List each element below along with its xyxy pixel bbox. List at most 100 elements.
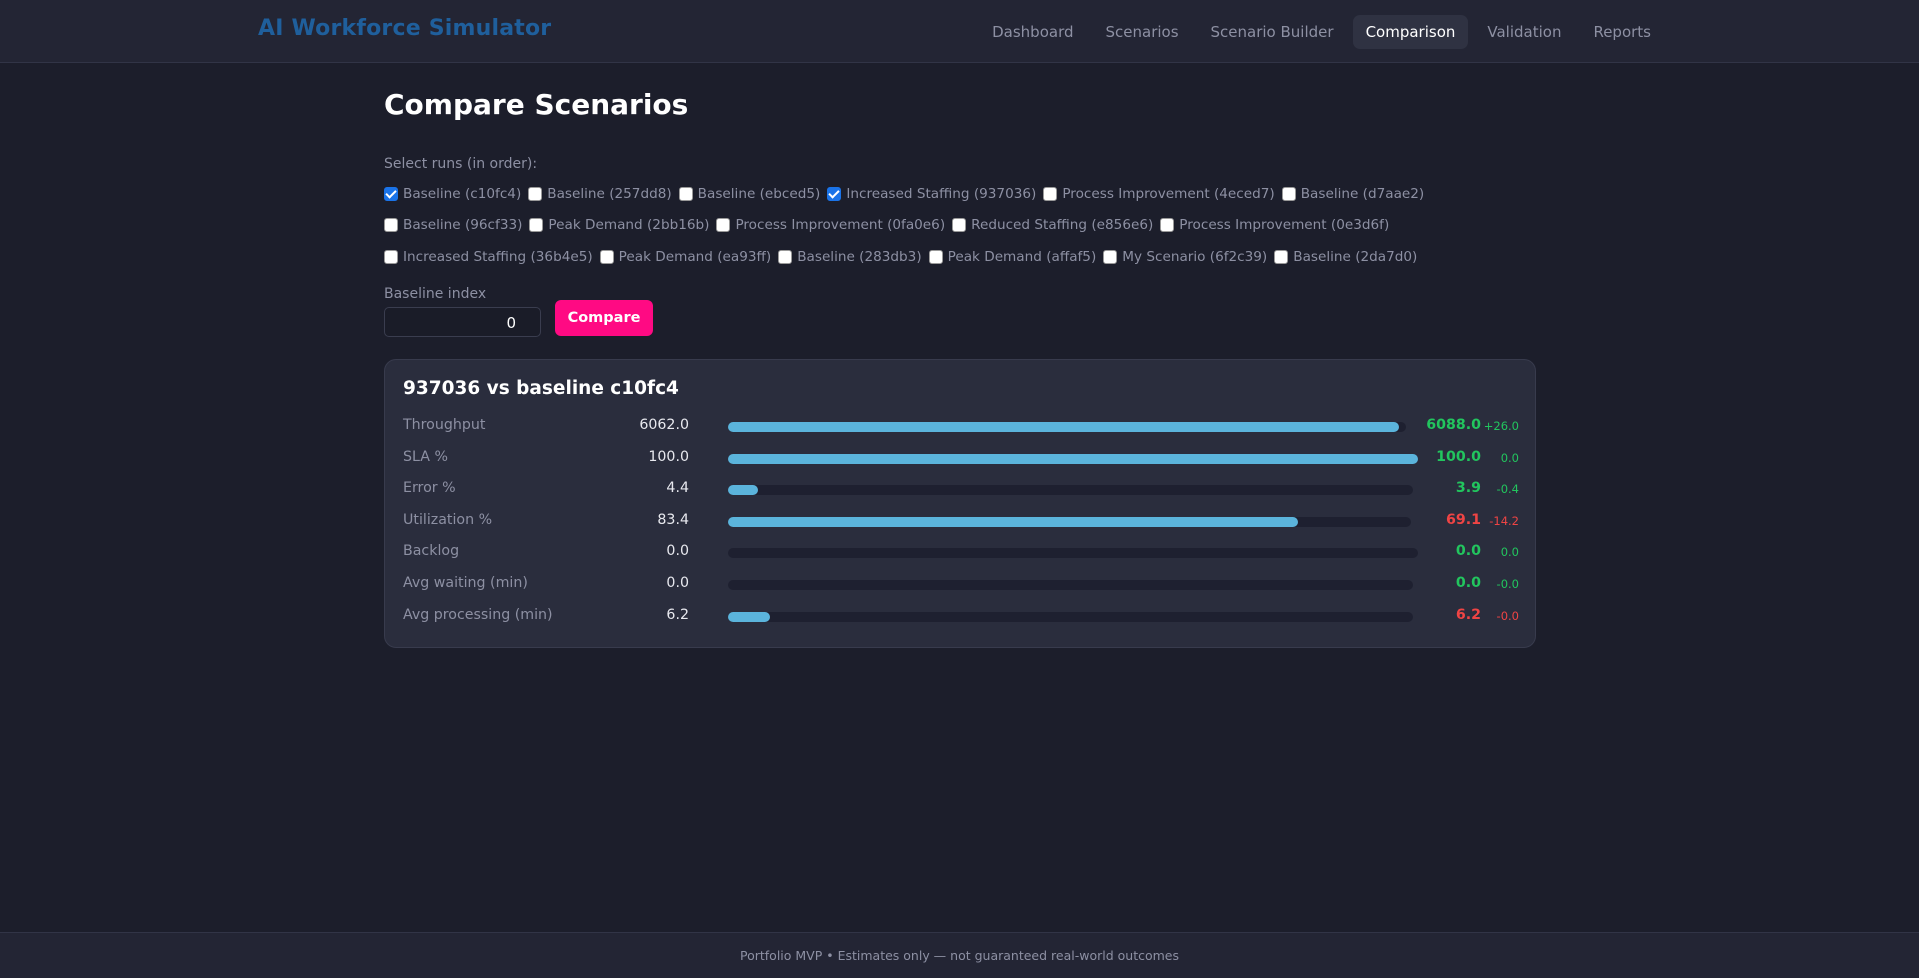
metric-scenario-value: 0.0: [1455, 575, 1481, 591]
run-label: Baseline (d7aae2): [1300, 185, 1425, 202]
nav-scenario-builder[interactable]: Scenario Builder: [1210, 23, 1334, 41]
run-label: Baseline (257dd8): [547, 185, 672, 202]
run-label: Process Improvement (0e3d6f): [1179, 217, 1390, 234]
metric-bar-track: [728, 422, 1406, 432]
run-label: Peak Demand (affaf5): [947, 248, 1097, 265]
nav-reports[interactable]: Reports: [1593, 23, 1651, 41]
run-option[interactable]: Peak Demand (affaf5): [928, 248, 1097, 265]
select-runs-label: Select runs (in order):: [384, 156, 538, 172]
metric-row: Utilization % 83.4 69.1 -14.2: [385, 511, 1537, 533]
metric-row: Backlog 0.0 0.0 0.0: [385, 542, 1537, 564]
metric-label: SLA %: [403, 448, 448, 465]
metric-scenario-value: 6.2: [1455, 606, 1481, 623]
nav-comparison[interactable]: Comparison: [1352, 15, 1469, 49]
metric-row: Avg waiting (min) 0.0 0.0 -0.0: [385, 574, 1537, 596]
run-option[interactable]: Increased Staffing (36b4e5): [384, 249, 593, 265]
run-option[interactable]: Baseline (2da7d0): [1274, 249, 1417, 265]
comparison-title: 937036 vs baseline c10fc4: [403, 378, 679, 399]
compare-button[interactable]: Compare: [555, 300, 653, 336]
run-label: Increased Staffing (937036): [846, 185, 1037, 202]
run-checkbox[interactable]: [827, 186, 842, 201]
run-checkbox[interactable]: [529, 218, 544, 233]
metric-delta: 0.0: [1500, 545, 1519, 560]
run-row: Baseline (c10fc4) Baseline (257dd8) Baseli…: [384, 178, 1534, 210]
run-row: Baseline (96cf33) Peak Demand (2bb16b) Pro…: [384, 210, 1534, 242]
metric-label: Utilization %: [403, 511, 493, 528]
comparison-card: 937036 vs baseline c10fc4 Throughput 6062…: [384, 359, 1536, 648]
run-option[interactable]: Baseline (ebced5): [678, 185, 821, 202]
run-checkbox[interactable]: [1281, 186, 1296, 201]
nav-validation[interactable]: Validation: [1487, 23, 1562, 41]
metric-bar-fill: [728, 485, 759, 496]
run-checkbox[interactable]: [528, 186, 543, 201]
metric-label: Avg processing (min): [403, 606, 553, 623]
run-option[interactable]: Baseline (96cf33): [384, 217, 522, 233]
run-checkbox[interactable]: [928, 249, 943, 264]
metric-bar-track: [728, 453, 1418, 464]
run-option[interactable]: Baseline (257dd8): [528, 185, 672, 202]
metric-label: Avg waiting (min): [403, 575, 528, 591]
metric-bar-track: [728, 611, 1413, 622]
baseline-index-label: Baseline index: [384, 286, 487, 302]
metric-baseline-value: 4.4: [666, 480, 689, 497]
run-option[interactable]: Process Improvement (0fa0e6): [716, 217, 945, 233]
metric-scenario-value: 69.1: [1445, 511, 1481, 528]
run-checkbox[interactable]: [384, 186, 398, 201]
run-option[interactable]: Baseline (c10fc4): [384, 186, 521, 202]
run-checkbox[interactable]: [1160, 218, 1175, 233]
metric-delta: 0.0: [1500, 450, 1519, 465]
metric-row: Avg processing (min) 6.2 6.2 -0.0: [385, 606, 1537, 628]
metric-baseline-value: 0.0: [666, 543, 689, 560]
run-label: Reduced Staffing (e856e6): [971, 217, 1154, 234]
main-content: Compare Scenarios Select runs (in order)…: [384, 88, 1536, 648]
run-label: Baseline (283db3): [797, 248, 922, 265]
run-option[interactable]: Peak Demand (2bb16b): [529, 217, 709, 233]
run-option[interactable]: Process Improvement (0e3d6f): [1160, 217, 1389, 233]
run-label: Process Improvement (0fa0e6): [735, 217, 946, 234]
run-option[interactable]: Baseline (283db3): [778, 248, 922, 265]
run-label: Process Improvement (4eced7): [1062, 185, 1275, 202]
run-label: Baseline (ebced5): [697, 185, 821, 202]
run-option[interactable]: Reduced Staffing (e856e6): [952, 217, 1153, 233]
run-option[interactable]: Peak Demand (ea93ff): [599, 249, 771, 265]
run-checkbox[interactable]: [1103, 249, 1118, 264]
metric-scenario-value: 6088.0: [1426, 417, 1481, 433]
run-checkbox[interactable]: [1274, 249, 1289, 264]
run-checkbox[interactable]: [599, 249, 614, 264]
metric-delta: +26.0: [1483, 419, 1519, 433]
metric-baseline-value: 6062.0: [639, 417, 689, 433]
metric-scenario-value: 0.0: [1455, 543, 1481, 560]
metric-bar-track: [728, 485, 1413, 496]
top-bar: AI Workforce Simulator Dashboard Scenari…: [0, 0, 1919, 63]
run-option[interactable]: Baseline (d7aae2): [1281, 185, 1425, 202]
metric-scenario-value: 3.9: [1455, 480, 1481, 497]
metric-delta: -0.0: [1496, 577, 1519, 591]
baseline-index-input[interactable]: 0: [384, 307, 541, 337]
metric-baseline-value: 83.4: [657, 511, 689, 528]
nav-scenarios[interactable]: Scenarios: [1105, 23, 1179, 41]
run-checkbox[interactable]: [678, 186, 693, 201]
metric-bar-track: [728, 580, 1413, 590]
run-selector: Baseline (c10fc4) Baseline (257dd8) Baseli…: [384, 178, 1534, 273]
footer: Portfolio MVP • Estimates only — not gua…: [0, 932, 1919, 978]
run-checkbox[interactable]: [384, 218, 398, 233]
metric-baseline-value: 100.0: [648, 448, 689, 465]
metric-delta: -0.0: [1496, 608, 1519, 623]
page-title: Compare Scenarios: [384, 88, 689, 121]
run-checkbox[interactable]: [778, 249, 793, 264]
run-option[interactable]: My Scenario (6f2c39): [1103, 249, 1267, 265]
metric-delta: -0.4: [1496, 482, 1519, 497]
metric-bar-fill: [728, 453, 1418, 464]
metric-label: Backlog: [403, 543, 460, 560]
run-checkbox[interactable]: [952, 218, 967, 233]
nav-dashboard[interactable]: Dashboard: [992, 23, 1074, 41]
run-checkbox[interactable]: [1043, 186, 1058, 201]
run-checkbox[interactable]: [384, 249, 398, 264]
run-label: Peak Demand (2bb16b): [548, 217, 710, 234]
run-label: Baseline (c10fc4): [403, 185, 522, 202]
run-option[interactable]: Increased Staffing (937036): [827, 186, 1036, 202]
run-option[interactable]: Process Improvement (4eced7): [1043, 185, 1275, 202]
run-label: Baseline (96cf33): [403, 217, 523, 234]
app-title[interactable]: AI Workforce Simulator: [258, 16, 552, 41]
run-checkbox[interactable]: [716, 218, 731, 233]
